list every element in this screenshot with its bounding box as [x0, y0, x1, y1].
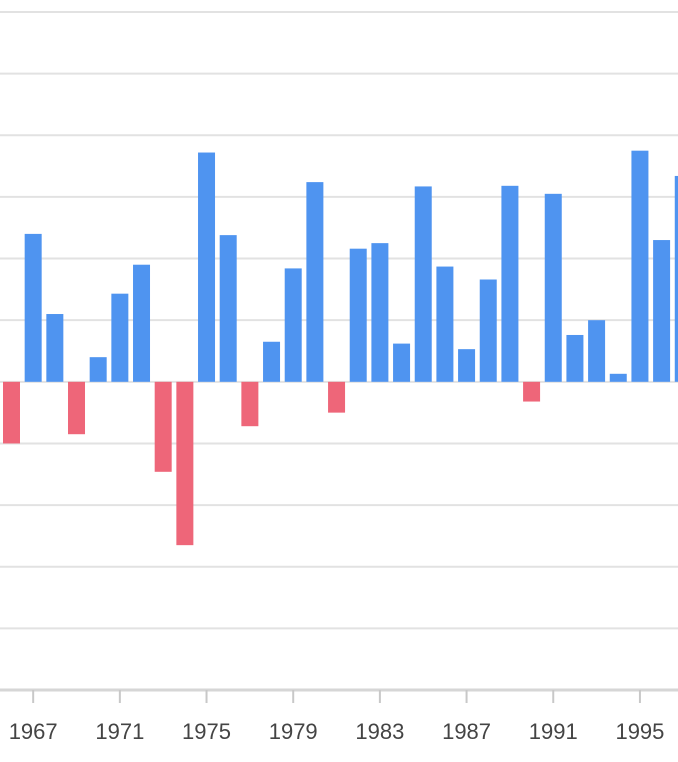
x-tick-label-1975: 1975	[182, 719, 231, 744]
bar-1991	[544, 193, 562, 382]
bar-1970	[89, 357, 107, 382]
bar-1967	[24, 233, 42, 382]
x-tick-label-1983: 1983	[355, 719, 404, 744]
bar-1976	[219, 235, 237, 382]
bar-1980	[306, 182, 324, 382]
bar-1977	[241, 381, 259, 427]
bar-1992	[566, 334, 584, 382]
bar-1974	[176, 381, 194, 546]
bar-1972	[133, 264, 151, 382]
bar-1984	[393, 343, 411, 382]
bar-1990	[523, 381, 541, 402]
bar-1989	[501, 185, 519, 382]
bar-1986	[436, 266, 454, 382]
bar-1979	[284, 268, 302, 382]
x-tick-label-1967: 1967	[9, 719, 58, 744]
bar-1982	[349, 248, 367, 382]
bar-1985	[414, 186, 432, 382]
bar-1993	[588, 320, 606, 382]
bar-1973	[154, 381, 172, 472]
bar-1978	[263, 341, 281, 382]
bar-1988	[479, 279, 497, 382]
bar-1981	[328, 381, 346, 413]
x-axis: 1967 1971 1975 1979 1983 1987 1991 1995	[0, 688, 678, 744]
x-tick-label-1991: 1991	[529, 719, 578, 744]
bar-1971	[111, 293, 129, 382]
bar-1996	[653, 240, 671, 382]
bars	[3, 150, 678, 546]
bar-1995	[631, 150, 649, 382]
bar-1966	[3, 381, 20, 444]
bar-1975	[198, 152, 216, 382]
x-tick-label-1971: 1971	[95, 719, 144, 744]
gridlines	[0, 11, 678, 630]
bar-1969	[68, 381, 86, 435]
x-tick-label-1979: 1979	[269, 719, 318, 744]
bar-1987	[458, 349, 476, 382]
bar-1997	[674, 175, 678, 382]
bar-1994	[609, 373, 627, 382]
x-tick-label-1987: 1987	[442, 719, 491, 744]
bar-1968	[46, 314, 64, 382]
x-tick-label-1995: 1995	[615, 719, 664, 744]
bar-1983	[371, 243, 389, 382]
